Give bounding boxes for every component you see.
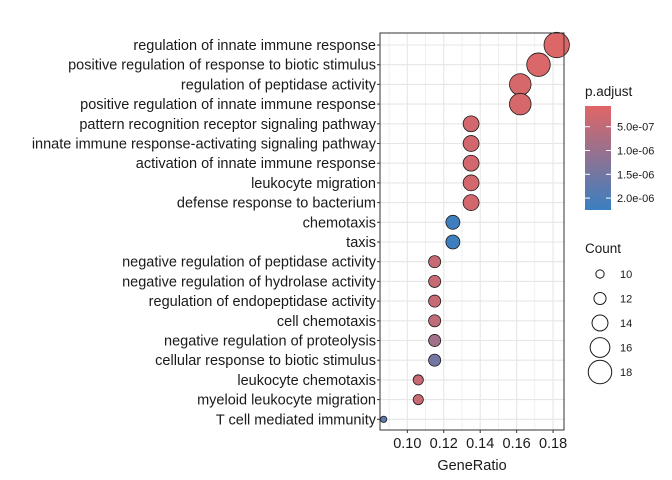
term-label: myeloid leukocyte migration bbox=[197, 393, 376, 409]
size-legend-circle bbox=[593, 291, 607, 306]
data-point bbox=[428, 274, 442, 288]
term-label: regulation of innate immune response bbox=[133, 38, 376, 54]
data-point bbox=[428, 334, 442, 347]
data-point bbox=[462, 194, 480, 211]
term-label: negative regulation of proteolysis bbox=[164, 334, 376, 350]
x-tick-label: 0.16 bbox=[503, 436, 531, 452]
x-tick-label: 0.10 bbox=[393, 436, 421, 452]
size-legend-items: 10 12 14 16 18 bbox=[587, 269, 632, 385]
size-legend-circle bbox=[595, 269, 605, 279]
data-point bbox=[412, 394, 424, 406]
color-bar-label: 2.0e-06 bbox=[617, 193, 654, 205]
term-label: innate immune response-activating signal… bbox=[32, 137, 377, 153]
data-point bbox=[462, 174, 480, 192]
color-bar-label: 1.5e-06 bbox=[617, 169, 654, 181]
data-point bbox=[428, 353, 442, 367]
color-legend: p.adjust 5.0e-07 1.0e-06 1.5e-06 2.0e-06 bbox=[585, 84, 654, 210]
term-label: cellular response to biotic stimulus bbox=[155, 353, 376, 369]
data-points bbox=[380, 31, 570, 423]
size-legend: Count 10 12 14 16 18 bbox=[585, 241, 632, 385]
color-bar-label: 5.0e-07 bbox=[617, 122, 654, 134]
term-label: defense response to bacterium bbox=[177, 196, 376, 212]
term-label: regulation of endopeptidase activity bbox=[149, 294, 377, 310]
term-labels: regulation of innate immune response posi… bbox=[32, 38, 380, 428]
data-point bbox=[445, 234, 461, 250]
data-point bbox=[428, 314, 442, 328]
term-label: leukocyte chemotaxis bbox=[237, 373, 376, 389]
grid-lines bbox=[380, 33, 564, 430]
color-bar-ticks: 5.0e-07 1.0e-06 1.5e-06 2.0e-06 bbox=[585, 122, 654, 205]
color-bar-label: 1.0e-06 bbox=[617, 146, 654, 158]
term-label: activation of innate immune response bbox=[136, 156, 376, 172]
data-point bbox=[509, 92, 532, 116]
term-label: negative regulation of hydrolase activit… bbox=[122, 274, 377, 290]
plot-panel-border bbox=[379, 32, 565, 431]
size-legend-circle bbox=[589, 337, 611, 358]
data-point bbox=[412, 374, 424, 386]
color-bar bbox=[585, 106, 611, 210]
x-tick-label: 0.14 bbox=[466, 436, 494, 452]
data-point bbox=[428, 294, 442, 308]
term-label: positive regulation of response to bioti… bbox=[68, 58, 376, 74]
data-point bbox=[543, 31, 570, 59]
color-legend-title: p.adjust bbox=[585, 84, 633, 99]
x-tick-label: 0.12 bbox=[430, 436, 458, 452]
data-point bbox=[445, 214, 461, 230]
x-axis-ticks: 0.10 0.12 0.14 0.16 0.18 bbox=[393, 430, 567, 452]
term-label: T cell mediated immunity bbox=[216, 412, 377, 428]
term-label: taxis bbox=[346, 235, 376, 251]
term-label: leukocyte migration bbox=[251, 176, 376, 192]
size-legend-label: 14 bbox=[620, 318, 632, 330]
term-label: positive regulation of innate immune res… bbox=[80, 97, 376, 113]
x-tick-label: 0.18 bbox=[539, 436, 567, 452]
data-point bbox=[428, 255, 442, 269]
term-label: chemotaxis bbox=[303, 215, 376, 231]
size-legend-label: 16 bbox=[620, 343, 632, 355]
x-axis-title: GeneRatio bbox=[437, 458, 506, 474]
size-legend-circle bbox=[591, 314, 609, 332]
term-label: negative regulation of peptidase activit… bbox=[122, 255, 377, 271]
data-point bbox=[462, 115, 480, 133]
term-label: pattern recognition receptor signaling p… bbox=[79, 117, 376, 133]
term-label: regulation of peptidase activity bbox=[181, 77, 377, 93]
size-legend-label: 18 bbox=[620, 367, 632, 379]
size-legend-label: 12 bbox=[620, 294, 632, 306]
data-point bbox=[380, 415, 388, 423]
size-legend-label: 10 bbox=[620, 269, 632, 281]
data-point bbox=[462, 135, 480, 152]
data-point bbox=[509, 73, 532, 96]
size-legend-title: Count bbox=[585, 241, 621, 256]
data-point bbox=[462, 154, 480, 172]
size-legend-circle bbox=[587, 359, 613, 385]
data-point bbox=[526, 52, 551, 77]
term-label: cell chemotaxis bbox=[277, 314, 376, 330]
